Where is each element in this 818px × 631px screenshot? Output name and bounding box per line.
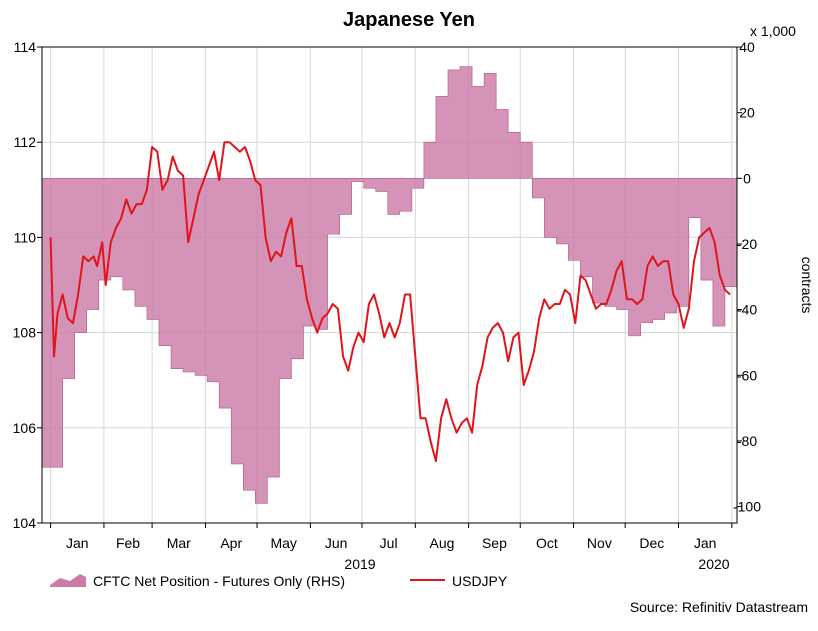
- x-tick-label: Dec: [639, 535, 664, 551]
- x-tick-label: May: [270, 535, 296, 551]
- right-tick-label: 40: [739, 39, 755, 55]
- left-tick-label: 114: [14, 39, 37, 55]
- x-tick-label: Jan: [66, 535, 89, 551]
- right-tick-label: 0: [743, 170, 751, 186]
- left-tick-label: 112: [14, 134, 37, 150]
- x-tick-label: Mar: [167, 535, 191, 551]
- left-tick-label: 104: [13, 515, 37, 531]
- right-axis: -100 -80 -60 -40 -20 0 20 40: [733, 39, 761, 515]
- x-tick-label: Jan: [694, 535, 717, 551]
- right-tick-label: -60: [737, 367, 757, 383]
- right-tick-label: 20: [739, 105, 755, 121]
- x-tick-label: Feb: [116, 535, 140, 551]
- year-label: 2020: [698, 556, 729, 572]
- right-tick-label: -40: [737, 302, 757, 318]
- usdjpy-line: [49, 141, 731, 463]
- x-tick-label: Jul: [380, 535, 398, 551]
- legend-swatch-cftc: [50, 574, 86, 587]
- right-axis-unit-note: x 1,000: [750, 23, 796, 39]
- cftc-area: [41, 66, 738, 504]
- right-axis-label: contracts: [799, 257, 815, 314]
- source-note: Source: Refinitiv Datastream: [630, 599, 808, 615]
- chart-title: Japanese Yen: [343, 9, 475, 31]
- right-tick-label: -100: [733, 499, 761, 515]
- left-axis: 104 106 108 110 112 114: [13, 39, 42, 531]
- x-tick-label: Nov: [587, 535, 612, 551]
- left-tick-label: 108: [13, 325, 37, 341]
- legend-label-usdjpy: USDJPY: [452, 573, 508, 589]
- plot-frame: [41, 46, 738, 524]
- usdjpy-line-series: [49, 141, 731, 463]
- x-tick-label: Oct: [536, 535, 558, 551]
- x-tick-label: Aug: [430, 535, 455, 551]
- x-axis: Jan Feb Mar Apr May Jun Jul Aug Sep Oct Nov Dec Jan 2…: [50, 523, 733, 572]
- x-tick-label: Jun: [325, 535, 348, 551]
- cftc-area-series: [41, 66, 738, 504]
- x-tick-label: Sep: [482, 535, 507, 551]
- right-tick-label: -80: [737, 433, 757, 449]
- left-tick-label: 106: [13, 420, 37, 436]
- legend-label-cftc: CFTC Net Position - Futures Only (RHS): [93, 573, 345, 589]
- x-tick-label: Apr: [220, 535, 242, 551]
- right-tick-label: -20: [737, 236, 757, 252]
- legend: CFTC Net Position - Futures Only (RHS) U…: [50, 573, 508, 589]
- left-tick-label: 110: [14, 229, 37, 245]
- year-label: 2019: [344, 556, 375, 572]
